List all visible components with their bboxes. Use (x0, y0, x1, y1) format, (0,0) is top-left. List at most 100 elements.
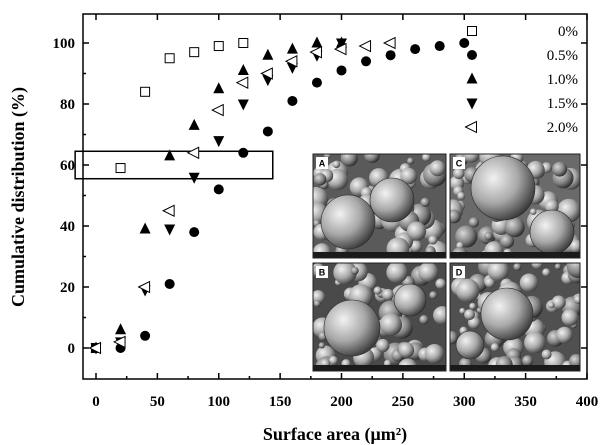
sem-particle (406, 221, 427, 241)
data-point (262, 48, 274, 60)
sem-particle (556, 326, 573, 344)
sem-panel-D: D (450, 263, 580, 371)
sem-particle (513, 263, 522, 271)
y-tick-label: 60 (60, 158, 75, 174)
sem-particle (433, 306, 446, 325)
sem-particle (450, 209, 461, 224)
data-point (235, 76, 249, 89)
data-point (262, 126, 273, 137)
data-point (162, 204, 175, 218)
sem-particle (462, 154, 481, 163)
data-point (112, 335, 126, 349)
sem-particle (484, 277, 495, 288)
data-point (336, 38, 347, 50)
sem-panel-border (312, 262, 447, 372)
data-point (358, 39, 372, 53)
x-tick-label: 200 (330, 394, 353, 410)
sem-panel-C: C (450, 154, 580, 258)
x-axis-title: Surface area (μm²) (263, 424, 407, 445)
y-tick-label: 0 (68, 341, 76, 357)
sem-info-bar (450, 365, 580, 371)
sem-particle (400, 167, 418, 185)
sem-panel-label: C (456, 159, 463, 169)
sem-panel-label: A (319, 159, 326, 169)
sem-particle (531, 263, 544, 270)
series-1 (91, 38, 470, 353)
sem-particle (519, 273, 539, 292)
axis-ticks (83, 14, 588, 379)
sem-particle (364, 154, 380, 164)
data-point (115, 323, 127, 335)
sem-particle-large (470, 155, 536, 221)
sem-info-bar (313, 252, 446, 258)
legend-label: 1.5% (547, 96, 578, 112)
data-point (237, 63, 249, 75)
legend-marker (467, 50, 477, 60)
data-point (311, 36, 323, 48)
data-point (189, 47, 200, 58)
data-point (237, 99, 249, 111)
y-axis-title: Cumulative distribution (%) (8, 87, 29, 307)
sem-particle (484, 231, 493, 241)
sem-particle (561, 309, 579, 326)
data-point (188, 118, 200, 130)
x-tick-label: 300 (453, 394, 476, 410)
sem-particle (541, 349, 552, 360)
sem-info-bar (313, 365, 446, 371)
data-point (164, 53, 175, 64)
sem-particle (435, 278, 446, 289)
sem-particle (428, 235, 438, 245)
data-point (410, 44, 421, 55)
sem-particle (459, 307, 466, 314)
data-point (238, 38, 249, 48)
sem-particle (499, 234, 515, 249)
x-tick-label: 400 (576, 394, 599, 410)
sem-particle (455, 278, 480, 303)
sem-particle (398, 342, 415, 358)
data-point (140, 86, 151, 97)
legend-marker (466, 98, 478, 110)
sem-particle (424, 343, 445, 364)
data-point (336, 65, 347, 76)
sem-particle (469, 302, 476, 310)
x-tick-label: 0 (92, 394, 100, 410)
sem-particle-large (323, 299, 381, 357)
sem-particle (318, 342, 325, 349)
legend-marker (466, 72, 478, 84)
legend-marker (467, 26, 477, 36)
data-point (309, 45, 322, 59)
sem-panel-B: B (313, 263, 446, 371)
y-tick-label: 100 (53, 36, 76, 52)
data-point (284, 54, 298, 68)
legend: 0% 0.5% 1.0% 1.5% 2.0% (464, 24, 578, 136)
x-tick-label: 50 (150, 394, 165, 410)
sem-particle-large (320, 194, 376, 250)
sem-panel-label: B (319, 268, 326, 278)
sem-particle (542, 268, 551, 277)
sem-particle (457, 191, 466, 200)
sem-particle (524, 331, 546, 354)
sem-particle (504, 217, 525, 238)
legend-label: 1.0% (547, 72, 578, 88)
sem-particle (522, 355, 534, 367)
sem-particle (566, 263, 580, 279)
sem-particle (333, 263, 357, 285)
series-2 (90, 36, 347, 353)
sem-panel-border (312, 153, 447, 259)
x-tick-label: 150 (269, 394, 292, 410)
data-markers (88, 36, 470, 355)
sem-particle (407, 157, 414, 165)
sem-particle (340, 154, 358, 167)
x-tick-label: 100 (208, 394, 231, 410)
sem-particle (332, 160, 341, 169)
data-point (333, 42, 347, 56)
sem-particle-large (529, 209, 575, 255)
sem-particle (569, 354, 580, 369)
data-point (382, 36, 396, 50)
data-point (213, 41, 224, 52)
sem-particle (419, 314, 429, 325)
data-point (164, 149, 176, 161)
data-point (186, 146, 200, 160)
data-point (287, 95, 298, 106)
legend-label: 2.0% (547, 120, 578, 136)
